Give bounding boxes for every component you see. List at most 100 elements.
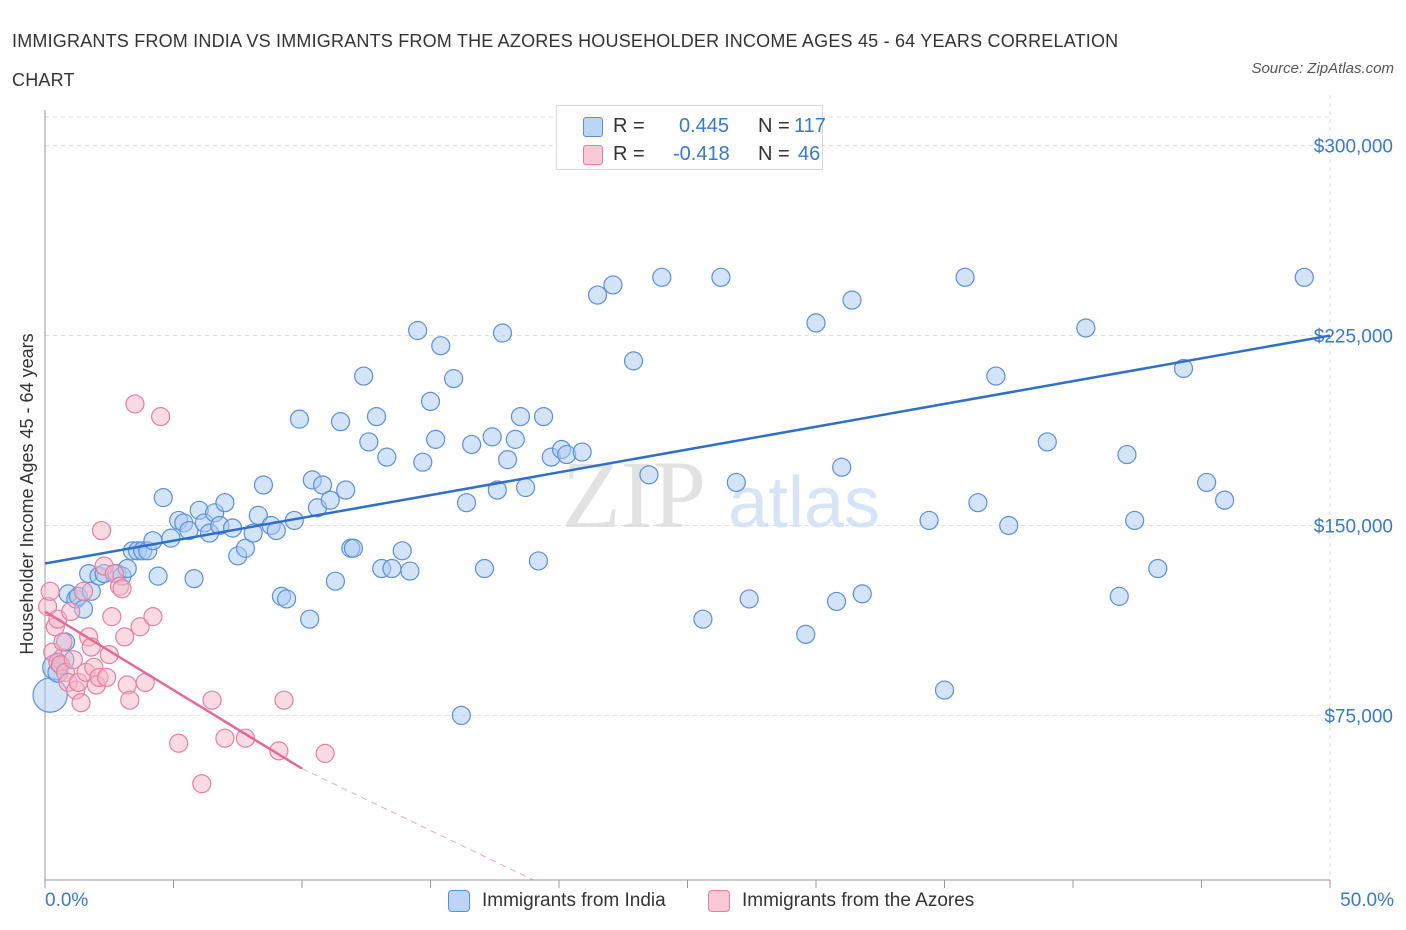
india-point (653, 268, 671, 286)
india-point (422, 392, 440, 410)
trend-lines (45, 336, 1330, 880)
india-point (149, 567, 167, 585)
india-point (355, 367, 373, 385)
azores-point (170, 734, 188, 752)
india-point (969, 494, 987, 512)
y-tick-label: $150,000 (1314, 516, 1393, 537)
azores-legend-label: Immigrants from the Azores (742, 890, 974, 912)
india-point (499, 451, 517, 469)
x-tick-label-max: 50.0% (1340, 890, 1394, 912)
india-point (401, 562, 419, 580)
india-point (414, 453, 432, 471)
azores-point (121, 691, 139, 709)
y-tick-label: $300,000 (1314, 137, 1393, 158)
india-point (506, 430, 524, 448)
azores-point (144, 608, 162, 626)
india-point (1216, 491, 1234, 509)
india-point (920, 511, 938, 529)
india-point (452, 706, 470, 724)
india-point (254, 476, 272, 494)
india-point (853, 585, 871, 603)
correlation-legend: R = 0.445 N = 117 R = -0.418 N = 46 (556, 105, 823, 170)
india-point (360, 433, 378, 451)
india-point (1295, 268, 1313, 286)
azores-point (41, 582, 59, 600)
legend-n-value-india: 117 (794, 115, 826, 138)
azores-point (216, 729, 234, 747)
india-point (409, 322, 427, 340)
india-point (475, 560, 493, 578)
azores-point (62, 603, 80, 621)
india-point (154, 489, 172, 507)
y-tick-label: $75,000 (1324, 706, 1393, 727)
legend-r-value-india: 0.445 (679, 115, 729, 138)
legend-n-label: N = (758, 143, 790, 166)
india-point (393, 542, 411, 560)
legend-r-value-azores: -0.418 (673, 143, 730, 166)
india-point (1110, 587, 1128, 605)
india-point (493, 324, 511, 342)
india-point (529, 552, 547, 570)
india-point (573, 443, 591, 461)
india-point (1118, 446, 1136, 464)
y-tick-labels: $75,000 $150,000 $225,000 $300,000 (1314, 137, 1393, 728)
india-legend-label: Immigrants from India (482, 890, 666, 912)
azores-point (103, 608, 121, 626)
y-axis-label: Householder Income Ages 45 - 64 years (17, 333, 37, 654)
azores-point (72, 694, 90, 712)
india-point (694, 610, 712, 628)
azores-point (116, 628, 134, 646)
azores-point (193, 775, 211, 793)
india-point (368, 408, 386, 426)
india-point (511, 408, 529, 426)
india-point (1149, 560, 1167, 578)
india-point (162, 529, 180, 547)
india-point (326, 572, 344, 590)
india-point (383, 560, 401, 578)
india-point (216, 494, 234, 512)
india-swatch (583, 117, 603, 137)
india-point (807, 314, 825, 332)
watermark: ZIP atlas (562, 441, 880, 548)
watermark-atlas: atlas (728, 463, 880, 543)
india-point (445, 370, 463, 388)
india-point (301, 610, 319, 628)
x-tick-label-min: 0.0% (45, 890, 88, 912)
azores-swatch (583, 145, 603, 165)
india-point (1126, 511, 1144, 529)
india-point (1038, 433, 1056, 451)
legend-r-label: R = (613, 143, 645, 166)
legend-n-value-azores: 46 (798, 143, 820, 166)
india-point (987, 367, 1005, 385)
azores-point (152, 408, 170, 426)
azores-point (98, 668, 116, 686)
india-point (1077, 319, 1095, 337)
india-point (956, 268, 974, 286)
azores-legend-swatch (708, 890, 730, 912)
azores-point (203, 691, 221, 709)
india-point (727, 473, 745, 491)
india-point (321, 491, 339, 509)
india-point (535, 408, 553, 426)
azores-point (275, 691, 293, 709)
india-point (483, 428, 501, 446)
india-point (290, 410, 308, 428)
azores-trend-extension (302, 769, 533, 880)
india-point (432, 337, 450, 355)
india-point (828, 592, 846, 610)
india-point (625, 352, 643, 370)
india-point (797, 625, 815, 643)
india-point (740, 590, 758, 608)
india-point (463, 435, 481, 453)
india-point (278, 590, 296, 608)
india-point (185, 570, 203, 588)
india-point (337, 481, 355, 499)
india-point (457, 494, 475, 512)
azores-point (113, 580, 131, 598)
india-point (378, 448, 396, 466)
azores-point (316, 744, 334, 762)
legend-r-label: R = (613, 115, 645, 138)
india-point (833, 458, 851, 476)
india-point (604, 276, 622, 294)
azores-point (126, 395, 144, 413)
